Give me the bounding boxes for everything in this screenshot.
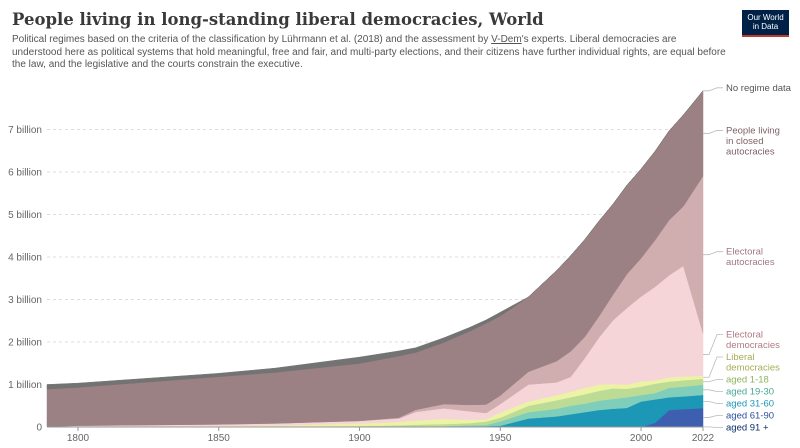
label-connector <box>703 251 723 256</box>
label-connector <box>703 130 723 134</box>
label-connector <box>703 356 723 378</box>
x-axis: 1800 1850 1900 1950 2000 2022 <box>47 426 715 444</box>
chart-title: People living in long-standing liberal d… <box>12 10 544 29</box>
series-label-5[interactable]: Liberal democracies <box>726 352 780 374</box>
x-tick-label: 2000 <box>630 433 653 444</box>
series-label-4[interactable]: aged 1-18 <box>726 375 769 386</box>
x-tick-label: 1900 <box>348 433 371 444</box>
series-label-3[interactable]: aged 19-30 <box>726 387 774 398</box>
y-tick-label: 5 billion <box>8 210 42 221</box>
area-series <box>46 90 704 428</box>
label-connector <box>703 379 723 383</box>
series-label-6[interactable]: Electoral democracies <box>726 330 780 352</box>
x-tick-label: 2022 <box>692 433 715 444</box>
label-connector <box>703 334 723 355</box>
logo-line-1: Our World <box>747 13 784 22</box>
series-label-8[interactable]: People living in closed autocracies <box>726 125 780 157</box>
label-connector <box>703 389 723 392</box>
chart-subtitle: Political regimes based on the criteria … <box>12 34 727 72</box>
series-label-7[interactable]: Electoral autocracies <box>726 247 775 269</box>
y-tick-label: 4 billion <box>8 253 42 264</box>
y-tick-label: 2 billion <box>8 338 42 349</box>
label-connector <box>703 401 723 404</box>
y-tick-label: 6 billion <box>8 168 42 179</box>
x-tick-label: 1850 <box>208 433 231 444</box>
label-connector <box>703 415 723 418</box>
label-connector <box>703 426 723 428</box>
series-label-0[interactable]: aged 91 + <box>726 423 769 434</box>
area-9[interactable] <box>46 90 704 390</box>
y-axis: 0 1 billion 2 billion 3 billion 4 billion 5 b… <box>8 125 42 434</box>
owid-logo[interactable]: Our World in Data <box>742 10 789 37</box>
series-label-2[interactable]: aged 31-60 <box>726 399 774 410</box>
subtitle-text-1: Political regimes based on the criteria … <box>12 34 492 45</box>
series-label-1[interactable]: aged 61-90 <box>726 411 774 422</box>
y-tick-label: 7 billion <box>8 125 42 136</box>
series-label-9[interactable]: No regime data <box>726 83 792 94</box>
vdem-link[interactable]: V-Dem <box>491 34 522 45</box>
y-tick-label: 1 billion <box>8 380 42 391</box>
subtitle-text-2: 's experts. Liberal democracies are unde… <box>12 34 726 70</box>
logo-line-2: in Data <box>752 22 779 31</box>
x-tick-label: 1800 <box>67 433 90 444</box>
y-tick-label: 3 billion <box>8 295 42 306</box>
y-tick-label: 0 <box>36 423 42 434</box>
x-tick-label: 1950 <box>489 433 512 444</box>
label-connector <box>703 87 723 92</box>
legend: No regime data People living in closed auto… <box>703 83 792 434</box>
